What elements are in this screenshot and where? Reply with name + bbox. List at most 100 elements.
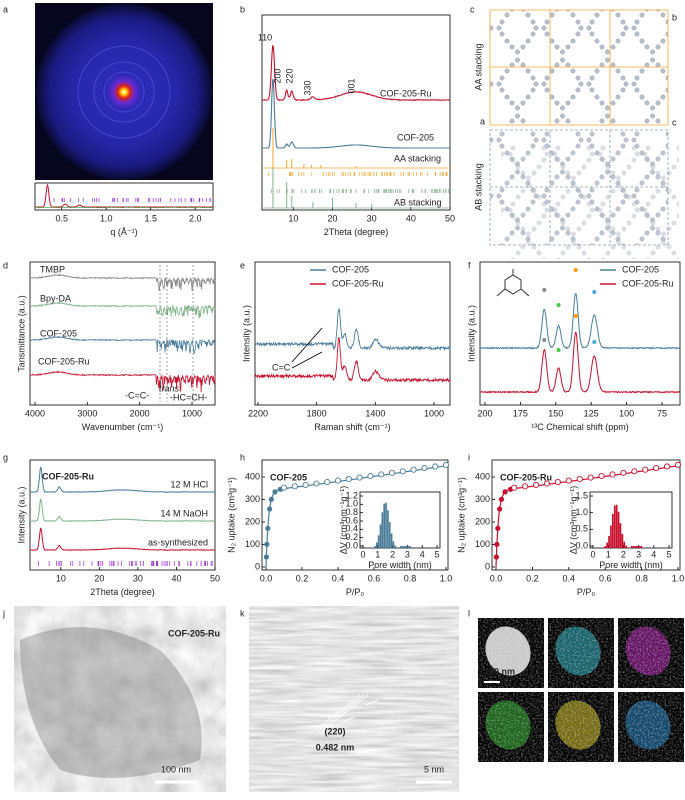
diffraction-ring (77, 45, 171, 139)
psd-bar (372, 547, 374, 548)
x-axis-label: 2Theta (degree) (90, 587, 155, 597)
x-axis-label: q (Å⁻¹) (110, 227, 137, 237)
y-tick-label: 0.2 (345, 532, 358, 542)
psd-bar (632, 545, 635, 548)
map-signal (478, 692, 544, 762)
tem-flake (20, 627, 202, 778)
peak-dot (556, 348, 561, 352)
x-tick-label: 150 (548, 408, 563, 418)
psd-bar (394, 545, 397, 548)
panel-label: j (2, 608, 5, 618)
x-tick-label: 4000 (25, 408, 45, 418)
curve (479, 293, 681, 350)
desorption-point (442, 461, 450, 468)
y-tick-label: 300 (245, 494, 260, 504)
peak-label: 001 (346, 78, 356, 93)
panel-label: b (240, 4, 245, 14)
annotation: C=C (272, 362, 291, 372)
plot-frame (261, 14, 451, 211)
psd-bar (627, 547, 629, 548)
x-tick-label: 30 (133, 573, 143, 583)
curve (479, 331, 681, 394)
y-tick-label: 200 (245, 516, 260, 526)
x-tick-label: 1.0 (440, 573, 453, 583)
desorption-point (432, 463, 439, 470)
curve (29, 370, 216, 393)
y-tick-label: 0 (485, 561, 490, 571)
psd-bar (623, 541, 626, 548)
y-tick-label: 1.0 (345, 499, 358, 509)
x-axis-label: 2Theta (degree) (324, 227, 389, 237)
x-tick-label: 1.0 (100, 213, 113, 223)
x-tick-label: 2000 (130, 408, 150, 418)
x-tick-label: 0.8 (635, 573, 648, 583)
desorption-point (609, 471, 616, 478)
x-axis-label: P/P₀ (346, 587, 365, 597)
y-axis-label: N₂ uptake (cm³g⁻¹) (456, 477, 466, 553)
y-axis-label: ΔV (cm³nm⁻¹g⁻¹) (338, 486, 348, 555)
curve (35, 183, 213, 208)
x-tick-label: 3 (636, 549, 641, 559)
arrow (291, 351, 323, 369)
y-tick-label: 0 (255, 561, 260, 571)
annotation: COF-205-Ru (168, 628, 220, 638)
y-axis-label: Intensity (a.u.) (466, 305, 476, 362)
curve (29, 301, 216, 319)
x-tick-label: 125 (584, 408, 599, 418)
inset-bg (360, 492, 440, 548)
psd-bar (390, 533, 393, 548)
annotation: 12 M HCl (170, 479, 208, 489)
x-tick-label: 1800 (307, 408, 327, 418)
x-tick-label: 0.5 (55, 213, 68, 223)
x-axis-label: Wavenumber (cm⁻¹) (82, 422, 163, 432)
arrow (365, 699, 379, 706)
legend-label: COF-205-Ru (622, 278, 674, 288)
y-tick-label: 0.4 (345, 524, 358, 534)
x-tick-label: 1 (375, 549, 380, 559)
x-tick-label: 0.4 (563, 573, 576, 583)
annotation: COF-205-Ru (38, 356, 90, 366)
y-tick-label: 200 (475, 516, 490, 526)
curve (29, 273, 216, 292)
peak-dot (592, 340, 597, 344)
x-tick-label: 0.8 (404, 573, 417, 583)
y-tick-label: 0.6 (345, 515, 358, 525)
x-tick-label: 100 (619, 408, 634, 418)
x-tick-label: 0.6 (599, 573, 612, 583)
adsorption-point (502, 489, 508, 495)
map-noise (618, 618, 684, 688)
plot-frame (29, 261, 216, 406)
psd-bar (381, 512, 384, 548)
x-tick-label: 0.4 (332, 573, 345, 583)
x-tick-label: 50 (210, 573, 220, 583)
desorption-point (324, 478, 331, 486)
lattice-fringe (390, 639, 452, 791)
desorption-point (664, 463, 671, 470)
adsorption-point (263, 554, 269, 560)
curve (254, 337, 451, 384)
lattice-fringe (355, 639, 417, 791)
peak-dot (573, 268, 578, 272)
lattice-fringe (313, 639, 375, 791)
adsorption-point (265, 525, 271, 531)
plot-frame (29, 459, 216, 571)
lattice-fringe (376, 639, 438, 791)
lattice-fringe (418, 639, 480, 791)
x-axis-label: Pore width (nm) (368, 560, 432, 570)
arrow (291, 327, 323, 363)
psd-bar (608, 535, 610, 548)
annotation: N (532, 696, 539, 706)
desorption-point (511, 484, 518, 491)
desorption-point (280, 484, 288, 491)
y-tick-label: 0.0 (575, 540, 588, 550)
psd-bar (631, 545, 633, 548)
lattice-fringe (383, 639, 445, 791)
x-tick-label: 75 (657, 408, 667, 418)
inset-bg (590, 492, 672, 548)
aa-lattice (490, 10, 668, 125)
x-tick-label: 175 (513, 408, 528, 418)
plot-frame (254, 261, 451, 406)
psd-bar (407, 546, 410, 548)
desorption-point (653, 465, 660, 472)
